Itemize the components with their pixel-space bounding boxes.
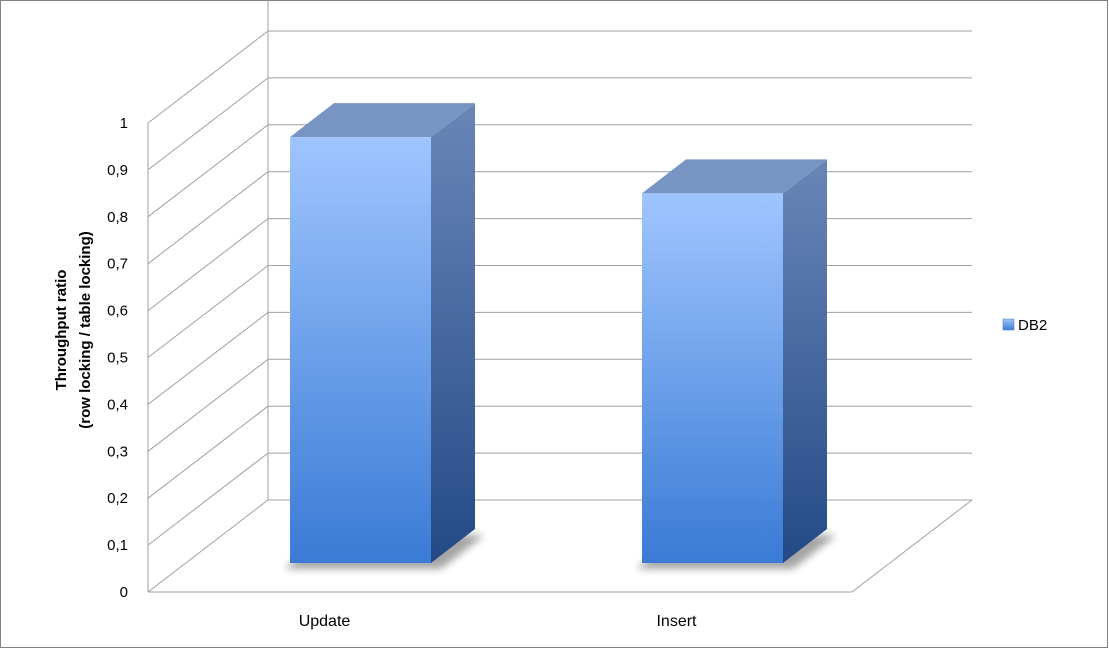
legend-label-db2: DB2 — [1018, 317, 1047, 334]
y-tick-label: 0,9 — [107, 162, 128, 179]
y-tick-label: 0,6 — [107, 303, 128, 320]
bar-top-insert — [642, 159, 827, 194]
gridline-diagonal — [147, 218, 269, 311]
y-tick-label: 0,5 — [107, 350, 128, 367]
y-axis-title-line2: (row locking / table locking) — [77, 231, 94, 429]
gridline-diagonal — [147, 77, 269, 171]
gridline-diagonal — [147, 358, 269, 452]
bars — [284, 103, 837, 569]
x-category-label: Update — [299, 613, 351, 630]
y-tick-label: 0,2 — [107, 490, 128, 507]
y-tick-label: 1 — [120, 115, 128, 132]
floor-right-edge — [851, 499, 973, 593]
bar-insert — [642, 193, 783, 563]
gridlines — [147, 0, 973, 593]
y-tick-label: 0,1 — [107, 537, 128, 554]
y-tick-label: 0,7 — [107, 256, 128, 273]
x-category-labels: Update Insert — [299, 613, 697, 630]
gridline-diagonal — [147, 30, 269, 124]
bar-side-update — [431, 103, 475, 563]
bar-top-update — [290, 103, 475, 138]
y-tick-labels: 0 0,1 0,2 0,3 0,4 0,5 0,6 0,7 0,8 0,9 1 — [107, 115, 128, 601]
gridline-diagonal — [147, 452, 269, 546]
gridline-diagonal — [147, 405, 269, 499]
bar-side-insert — [783, 159, 827, 563]
legend: DB2 — [1002, 317, 1047, 334]
legend-swatch-db2 — [1002, 318, 1015, 331]
y-tick-label: 0,8 — [107, 209, 128, 226]
gridline-diagonal — [147, 312, 269, 405]
y-tick-label: 0,3 — [107, 443, 128, 460]
gridline-diagonal — [147, 265, 269, 358]
y-tick-label: 0 — [120, 584, 128, 601]
x-category-label: Insert — [656, 613, 697, 630]
y-tick-label: 0,4 — [107, 396, 128, 413]
bar-update — [290, 137, 431, 563]
gridline-diagonal — [147, 171, 269, 265]
y-axis-title-line1: Throughput ratio — [53, 270, 70, 391]
gridline-diagonal — [147, 124, 269, 218]
gridline-diagonal — [147, 499, 269, 593]
